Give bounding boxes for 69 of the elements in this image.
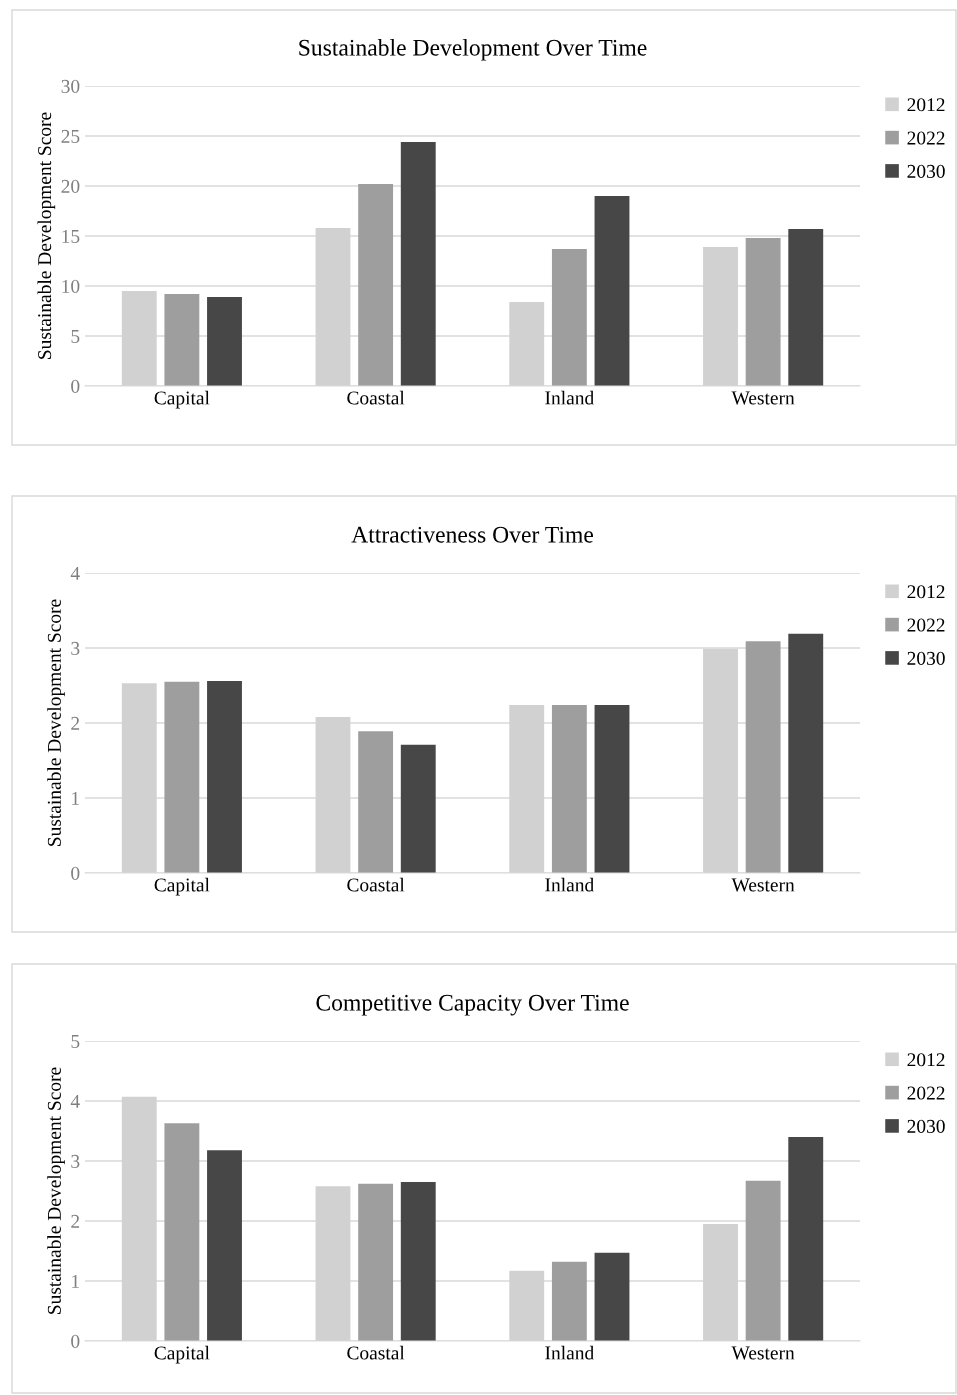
- y-tick-label: 20: [61, 179, 80, 193]
- legend-label: 2030: [907, 1119, 945, 1133]
- x-tick-label: Coastal: [347, 1345, 405, 1360]
- y-tick-label: 4: [70, 566, 80, 580]
- bar: [745, 238, 781, 386]
- x-tick-label: Western: [731, 878, 795, 892]
- bar: [551, 249, 587, 386]
- bar: [400, 142, 436, 386]
- x-tick-label: Capital: [154, 1345, 210, 1364]
- legend-label: 2012: [907, 1053, 945, 1067]
- bar: [594, 705, 630, 873]
- bar: [207, 297, 242, 386]
- bar: [164, 294, 200, 386]
- y-tick-label: 0: [71, 866, 80, 880]
- bar: [358, 1183, 394, 1341]
- bar: [594, 196, 630, 386]
- y-tick-label: 2: [71, 716, 80, 730]
- x-tick-label: Inland: [545, 1345, 594, 1360]
- y-tick-label: 15: [62, 229, 80, 243]
- y-tick-label: 25: [61, 129, 80, 143]
- y-tick-label: 3: [71, 1154, 80, 1168]
- y-tick-label: 30: [61, 79, 80, 93]
- y-axis-title: Sustainable Development Score: [47, 599, 65, 846]
- bar: [788, 229, 824, 386]
- chart-title: Competitive Capacity Over Time: [316, 994, 629, 1016]
- bar: [400, 1182, 436, 1341]
- x-tick-label: Inland: [545, 877, 594, 892]
- legend-label: 2022: [907, 131, 945, 145]
- y-tick-label: 2: [71, 1214, 80, 1228]
- bar: [207, 681, 242, 873]
- bar: [358, 184, 394, 386]
- bar: [551, 1261, 587, 1341]
- x-tick-label: Coastal: [347, 877, 405, 892]
- bar: [788, 1137, 824, 1341]
- x-tick-label: Western: [731, 391, 795, 405]
- y-tick-label: 1: [72, 1274, 79, 1288]
- x-tick-label: Capital: [154, 877, 210, 896]
- legend-label: 2030: [907, 164, 945, 178]
- y-tick-label: 1: [72, 791, 79, 805]
- y-tick-label: 0: [71, 379, 80, 393]
- y-tick-label: 5: [71, 330, 80, 343]
- legend-label: 2012: [907, 585, 945, 599]
- y-tick-label: 4: [70, 1094, 80, 1108]
- bar: [551, 705, 587, 873]
- x-tick-label: Inland: [545, 390, 594, 405]
- y-tick-label: 0: [71, 1334, 80, 1348]
- bar: [745, 1180, 781, 1341]
- chart-title: Attractiveness Over Time: [351, 526, 594, 543]
- x-tick-label: Western: [731, 1346, 795, 1360]
- bar: [207, 1150, 242, 1341]
- y-tick-label: 3: [71, 641, 80, 655]
- y-axis-title: Sustainable Development Score: [47, 1067, 65, 1314]
- bar: [788, 633, 824, 873]
- y-tick-label: 10: [62, 279, 80, 293]
- legend-label: 2012: [907, 98, 945, 112]
- y-axis-title: Sustainable Development Score: [37, 112, 56, 359]
- legend-label: 2022: [907, 1086, 945, 1100]
- x-tick-label: Capital: [154, 390, 210, 409]
- bar: [745, 641, 781, 873]
- x-tick-label: Coastal: [347, 390, 405, 405]
- y-tick-label: 5: [71, 1035, 80, 1048]
- legend-label: 2030: [907, 651, 945, 665]
- chart-title: Sustainable Development Over Time: [299, 39, 647, 61]
- bar: [164, 1123, 200, 1341]
- bar: [164, 681, 200, 873]
- legend-label: 2022: [907, 618, 945, 632]
- bar: [358, 731, 394, 873]
- bar: [594, 1252, 630, 1341]
- bar: [400, 744, 436, 873]
